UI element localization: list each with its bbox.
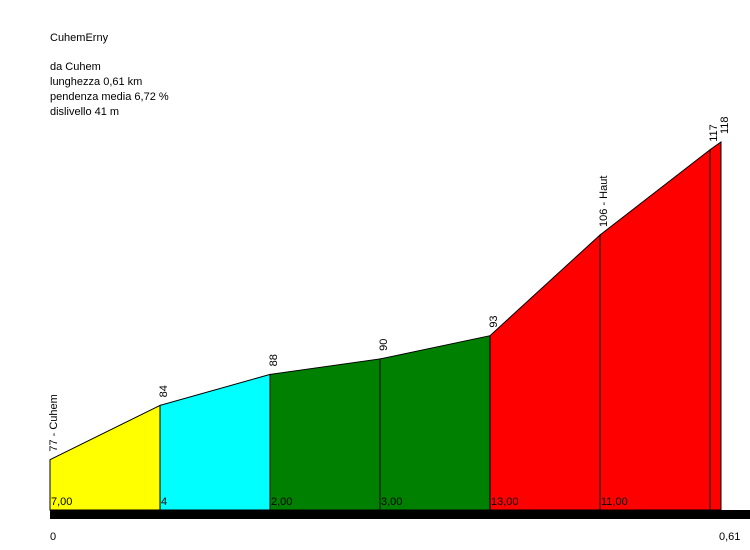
info-line: da Cuhem	[50, 61, 101, 73]
elevation-label: 118	[719, 116, 731, 134]
base-bar	[50, 510, 750, 519]
gradient-label: 7,00	[51, 496, 72, 508]
segment	[709, 141, 722, 511]
segment	[489, 233, 601, 511]
segment	[159, 373, 271, 511]
elevation-label: 106 - Haut	[598, 176, 610, 227]
gradient-label: 3,00	[381, 496, 402, 508]
elevation-label: 77 - Cuhem	[48, 394, 60, 451]
gradient-label: 11,00	[601, 496, 628, 508]
info-line: lunghezza 0,61 km	[50, 76, 142, 88]
gradient-label: 4	[161, 496, 167, 508]
elevation-label: 84	[158, 385, 170, 397]
gradient-label: 13,00	[491, 496, 519, 508]
elevation-label: 90	[378, 339, 390, 351]
segment	[49, 404, 161, 511]
chart-title: CuhemErny	[50, 32, 109, 44]
info-line: pendenza media 6,72 %	[50, 91, 169, 103]
elevation-label: 117	[708, 124, 720, 142]
segment	[269, 358, 381, 511]
gradient-label: 2,00	[271, 496, 292, 508]
info-line: dislivello 41 m	[50, 106, 119, 118]
x-tick-label: 0	[50, 531, 56, 543]
elevation-label: 93	[488, 315, 500, 327]
elevation-label: 88	[268, 354, 280, 366]
x-tick-label: 0,61	[719, 531, 740, 543]
segment	[379, 335, 491, 511]
segment	[599, 148, 711, 511]
